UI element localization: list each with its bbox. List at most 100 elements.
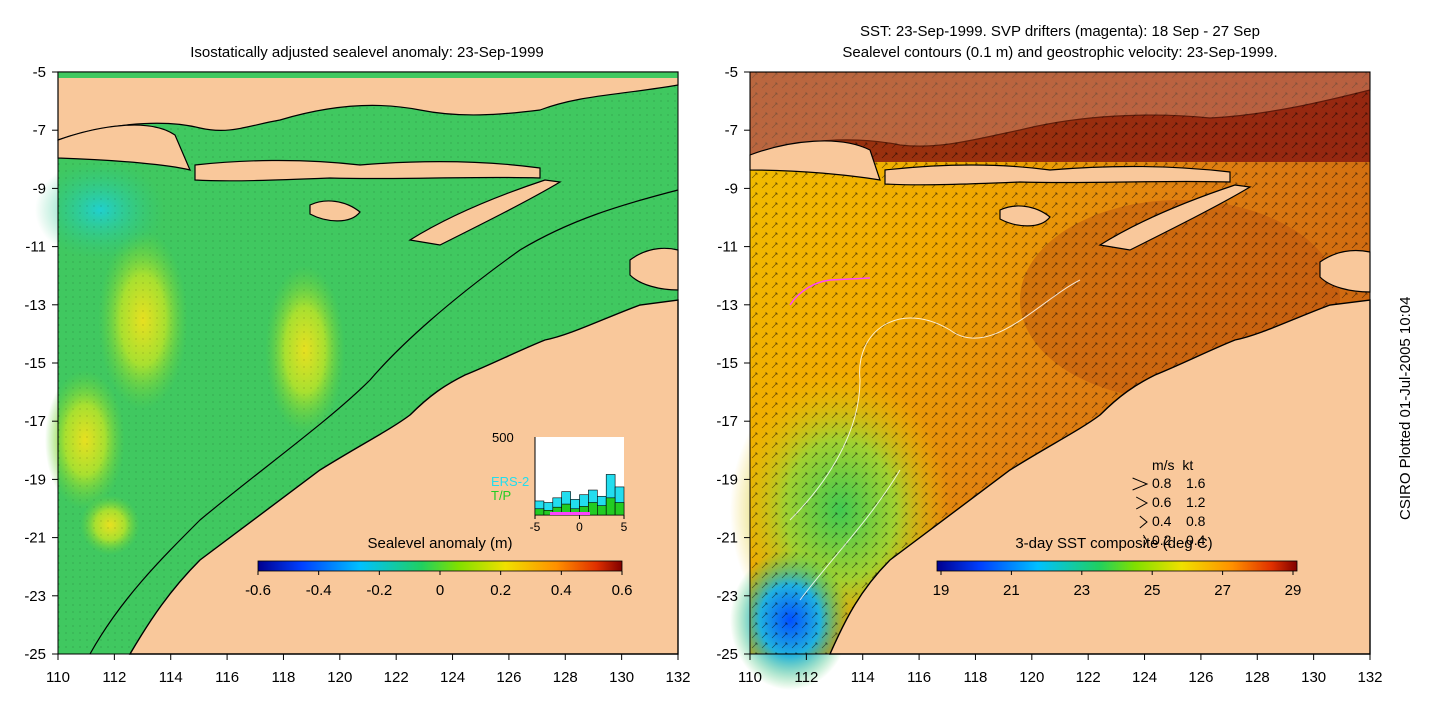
hist-bar-tp: [534, 508, 545, 516]
inset-tick-label: 5: [621, 520, 628, 534]
x-tick-label: 126: [496, 669, 521, 686]
y-tick-label: -25: [24, 646, 46, 663]
colorbar-tick-label: -0.4: [306, 582, 332, 599]
x-tick-label: 128: [553, 669, 578, 686]
colorbar-tick-label: -0.6: [245, 582, 271, 599]
shelf-break-contour: [89, 189, 679, 655]
right-colorbar-ramp: [936, 560, 1298, 572]
left-colorbar-ramp: [257, 560, 623, 572]
x-tick-label: 124: [440, 669, 465, 686]
colorbar-tick-label: 0.4: [551, 582, 572, 599]
right-x-axis: 110 112 114 116 118 120 122 124 126 128 130 132: [738, 654, 1383, 686]
x-tick-label: 132: [665, 669, 690, 686]
sealevel-anomaly-panel: Isostatically adjusted sealevel anomaly:…: [24, 44, 690, 686]
sealevel-contours: [789, 279, 1081, 601]
x-tick-label: 126: [1188, 669, 1213, 686]
java-island: [57, 124, 192, 171]
x-tick-label: 122: [384, 669, 409, 686]
inset-tick-label: 0: [576, 520, 583, 534]
timor-r: [1098, 184, 1252, 251]
x-tick-label: 122: [1076, 669, 1101, 686]
right-colorbar-ticks: 19 21 23 25 27 29: [933, 571, 1302, 599]
colorbar-tick-label: 25: [1144, 582, 1161, 599]
drifter-track: [789, 277, 871, 306]
inset-ymax-label: 500: [492, 430, 514, 445]
velocity-key-arrow: [1132, 477, 1149, 491]
left-colorbar-label: Sealevel anomaly (m): [367, 535, 512, 552]
velocity-key-kt: 1.2: [1186, 494, 1206, 510]
velocity-key-ms: 0.8: [1152, 475, 1172, 491]
x-tick-label: 132: [1357, 669, 1382, 686]
inset-histogram: 500 ERS-2 T/P -5 0 5: [491, 430, 628, 534]
y-tick-label: -21: [24, 530, 46, 547]
velocity-key-ms: 0.4: [1152, 513, 1172, 529]
java-lesser-sunda-land: [57, 71, 679, 141]
velocity-key-kt: 0.8: [1186, 513, 1206, 529]
velocity-key-arrow: [1139, 515, 1148, 529]
velocity-key: m/s kt 0.8 1.6 0.6 1.2 0.4 0.8 0.2 0.4: [1132, 457, 1206, 548]
colorbar-tick-label: 23: [1073, 582, 1090, 599]
x-tick-label: 130: [609, 669, 634, 686]
x-tick-label: 128: [1245, 669, 1270, 686]
y-tick-label: -17: [24, 413, 46, 430]
sst-north-land: [749, 71, 1371, 156]
y-tick-label: -23: [24, 588, 46, 605]
y-tick-label: -15: [24, 355, 46, 372]
hist-bar-tp: [614, 502, 625, 516]
inset-magenta-marker: [550, 512, 590, 515]
x-tick-label: 120: [327, 669, 352, 686]
x-tick-label: 116: [907, 669, 931, 686]
left-y-axis: -5 -7 -9 -11 -13 -15 -17 -19 -21 -23 -25: [24, 64, 58, 663]
x-tick-label: 114: [851, 669, 875, 686]
velocity-key-kt: 1.6: [1186, 475, 1206, 491]
x-tick-label: 112: [102, 669, 126, 686]
colorbar-tick-label: -0.2: [366, 582, 392, 599]
y-tick-label: -7: [33, 122, 46, 139]
x-tick-label: 110: [46, 669, 70, 686]
y-tick-label: -13: [716, 297, 738, 314]
y-tick-label: -13: [24, 297, 46, 314]
y-tick-label: -11: [25, 239, 46, 256]
velocity-key-header: m/s kt: [1152, 457, 1193, 473]
y-tick-label: -9: [725, 180, 738, 197]
inset-x-ticks: -5 0 5: [530, 515, 628, 534]
colorbar-tick-label: 29: [1285, 582, 1302, 599]
java-island-r: [749, 140, 881, 181]
x-tick-label: 112: [794, 669, 818, 686]
y-tick-label: -11: [717, 239, 738, 256]
sumba-island: [309, 200, 361, 222]
timor-island: [408, 179, 562, 246]
left-colorbar-ticks: -0.6 -0.4 -0.2 0 0.2 0.4 0.6: [245, 571, 632, 599]
y-tick-label: -15: [716, 355, 738, 372]
x-tick-label: 110: [738, 669, 762, 686]
right-title: SST: 23-Sep-1999. SVP drifters (magenta)…: [860, 23, 1260, 40]
y-tick-label: -7: [725, 122, 738, 139]
x-tick-label: 118: [271, 669, 295, 686]
x-tick-label: 116: [215, 669, 239, 686]
y-tick-label: -25: [716, 646, 738, 663]
left-title: Isostatically adjusted sealevel anomaly:…: [190, 44, 544, 61]
colorbar-tick-label: 0.6: [612, 582, 633, 599]
nusa-tenggara-islands: [194, 159, 541, 182]
velocity-key-ms: 0.6: [1152, 494, 1172, 510]
x-tick-label: 124: [1132, 669, 1157, 686]
velocity-key-kt: 0.4: [1186, 532, 1206, 548]
y-tick-label: -9: [33, 180, 46, 197]
inset-bars: [534, 474, 625, 516]
x-tick-label: 120: [1019, 669, 1044, 686]
colorbar-tick-label: 27: [1214, 582, 1231, 599]
y-tick-label: -5: [33, 64, 46, 81]
right-colorbar-label: 3-day SST composite (deg C): [1015, 535, 1212, 552]
velocity-key-ms: 0.2: [1152, 532, 1172, 548]
hist-bar-tp: [596, 505, 607, 516]
left-colorbar: Sealevel anomaly (m) -0.6 -0.4 -0.2 0 0.2 0.4…: [245, 535, 632, 599]
y-tick-label: -21: [716, 530, 738, 547]
velocity-key-rows: 0.8 1.6 0.6 1.2 0.4 0.8 0.2 0.4: [1132, 475, 1206, 548]
legend-ers2: ERS-2: [491, 474, 529, 489]
y-tick-label: -17: [716, 413, 738, 430]
velocity-key-arrow: [1142, 534, 1148, 548]
right-subtitle: Sealevel contours (0.1 m) and geostrophi…: [842, 44, 1277, 61]
y-tick-label: -19: [716, 471, 738, 488]
hist-bar-tp: [605, 497, 616, 516]
